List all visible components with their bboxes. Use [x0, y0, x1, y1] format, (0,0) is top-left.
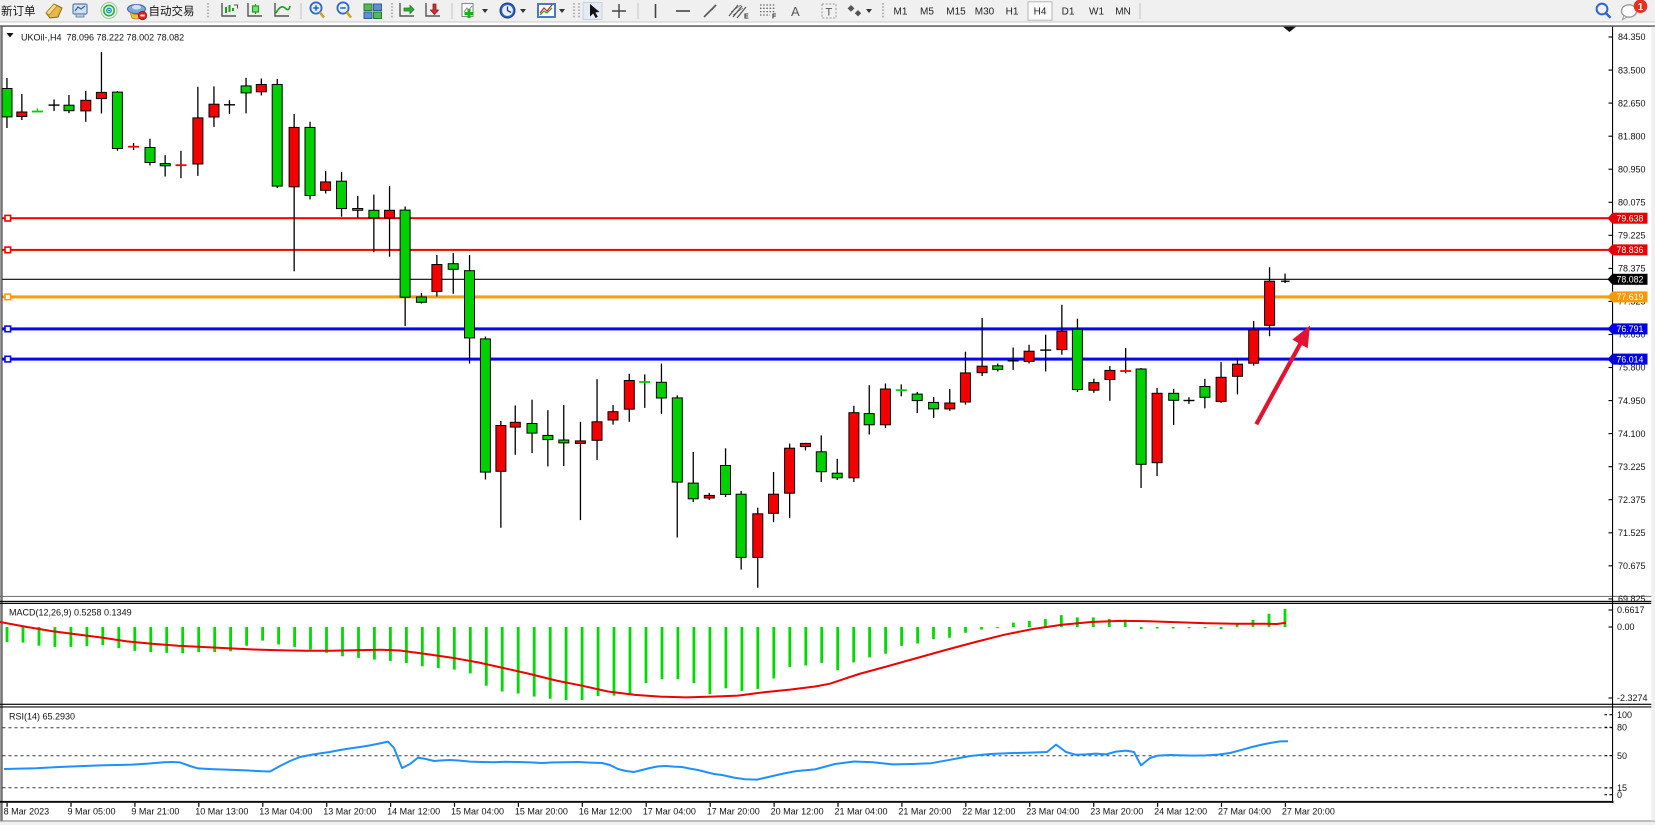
svg-text:A: A	[791, 4, 800, 19]
svg-text:10 Mar 13:00: 10 Mar 13:00	[195, 806, 248, 816]
svg-text:M30: M30	[975, 7, 995, 18]
svg-text:15 Mar 20:00: 15 Mar 20:00	[515, 806, 568, 816]
svg-text:1: 1	[1638, 2, 1644, 13]
svg-text:E: E	[744, 14, 749, 21]
svg-text:79.225: 79.225	[1618, 231, 1646, 241]
svg-text:H4: H4	[1034, 7, 1047, 18]
svg-text:MACD(12,26,9) 0.5258 0.1349: MACD(12,26,9) 0.5258 0.1349	[9, 608, 132, 618]
svg-text:自动交易: 自动交易	[149, 4, 195, 18]
svg-text:50: 50	[1617, 751, 1627, 761]
svg-text:D1: D1	[1062, 7, 1075, 18]
svg-text:23 Mar 20:00: 23 Mar 20:00	[1090, 806, 1143, 816]
svg-text:81.800: 81.800	[1618, 131, 1646, 141]
svg-text:74.100: 74.100	[1618, 429, 1646, 439]
svg-text:72.375: 72.375	[1618, 495, 1646, 505]
svg-text:13 Mar 20:00: 13 Mar 20:00	[323, 806, 376, 816]
svg-text:17 Mar 20:00: 17 Mar 20:00	[707, 806, 760, 816]
svg-text:M1: M1	[894, 7, 908, 18]
svg-text:9 Mar 05:00: 9 Mar 05:00	[68, 806, 116, 816]
svg-text:80.075: 80.075	[1618, 198, 1646, 208]
svg-text:69.825: 69.825	[1618, 594, 1646, 604]
svg-text:13 Mar 04:00: 13 Mar 04:00	[259, 806, 312, 816]
svg-text:84.350: 84.350	[1618, 32, 1646, 42]
svg-text:82.650: 82.650	[1618, 98, 1646, 108]
svg-text:79.638: 79.638	[1617, 214, 1644, 224]
svg-text:21 Mar 20:00: 21 Mar 20:00	[898, 806, 951, 816]
svg-text:75.800: 75.800	[1618, 363, 1646, 373]
svg-text:M15: M15	[946, 7, 966, 18]
svg-text:15 Mar 04:00: 15 Mar 04:00	[451, 806, 504, 816]
svg-text:100: 100	[1617, 710, 1632, 720]
svg-text:9 Mar 21:00: 9 Mar 21:00	[131, 806, 179, 816]
svg-text:76.014: 76.014	[1617, 354, 1644, 364]
svg-text:8 Mar 2023: 8 Mar 2023	[4, 806, 50, 816]
svg-text:71.525: 71.525	[1618, 528, 1646, 538]
svg-text:78.836: 78.836	[1617, 245, 1644, 255]
svg-text:73.225: 73.225	[1618, 462, 1646, 472]
svg-text:27 Mar 04:00: 27 Mar 04:00	[1218, 806, 1271, 816]
svg-text:H1: H1	[1006, 7, 1019, 18]
svg-text:74.950: 74.950	[1618, 396, 1646, 406]
svg-text:78.375: 78.375	[1618, 264, 1646, 274]
svg-text:RSI(14) 65.2930: RSI(14) 65.2930	[9, 712, 75, 722]
svg-text:80.950: 80.950	[1618, 164, 1646, 174]
svg-text:22 Mar 12:00: 22 Mar 12:00	[962, 806, 1015, 816]
svg-text:0.00: 0.00	[1617, 622, 1635, 632]
svg-text:76.650: 76.650	[1618, 330, 1646, 340]
svg-text:77.619: 77.619	[1617, 292, 1644, 302]
svg-text:15: 15	[1617, 783, 1627, 793]
svg-text:21 Mar 04:00: 21 Mar 04:00	[835, 806, 888, 816]
svg-text:24 Mar 12:00: 24 Mar 12:00	[1154, 806, 1207, 816]
svg-text:17 Mar 04:00: 17 Mar 04:00	[643, 806, 696, 816]
svg-text:23 Mar 04:00: 23 Mar 04:00	[1026, 806, 1079, 816]
svg-text:70.675: 70.675	[1618, 561, 1646, 571]
svg-text:M5: M5	[920, 7, 934, 18]
svg-text:83.500: 83.500	[1618, 65, 1646, 75]
svg-text:76.791: 76.791	[1617, 324, 1644, 334]
svg-text:MN: MN	[1115, 7, 1131, 18]
svg-text:UKOil-,H4 78.096 78.222 78.00: UKOil-,H4 78.096 78.222 78.002 78.082	[21, 33, 184, 43]
svg-text:新订单: 新订单	[1, 4, 36, 18]
svg-text:T: T	[826, 7, 833, 19]
svg-text:16 Mar 12:00: 16 Mar 12:00	[579, 806, 632, 816]
svg-text:80: 80	[1617, 723, 1627, 733]
svg-text:0.6617: 0.6617	[1617, 605, 1645, 615]
svg-text:27 Mar 20:00: 27 Mar 20:00	[1282, 806, 1335, 816]
svg-text:20 Mar 12:00: 20 Mar 12:00	[771, 806, 824, 816]
svg-text:78.082: 78.082	[1617, 275, 1644, 285]
svg-text:W1: W1	[1089, 7, 1104, 18]
svg-text:0: 0	[1617, 790, 1622, 800]
svg-text:F: F	[772, 14, 777, 21]
svg-text:-2.3274: -2.3274	[1617, 693, 1648, 703]
svg-text:14 Mar 12:00: 14 Mar 12:00	[387, 806, 440, 816]
